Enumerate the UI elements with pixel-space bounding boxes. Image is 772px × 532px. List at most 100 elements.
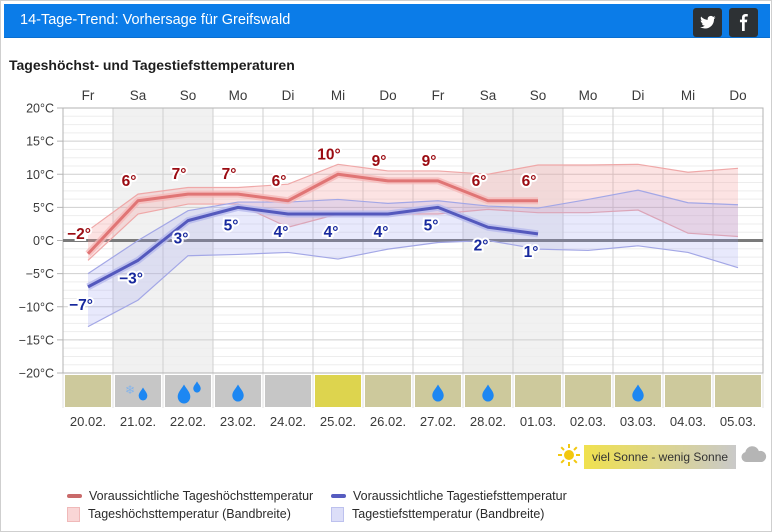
twitter-icon	[699, 14, 716, 31]
weekday-label: Fr	[82, 88, 95, 103]
min-temp-value-label: 5°	[424, 217, 439, 234]
weekday-label: So	[530, 88, 547, 103]
date-label: 23.02.	[220, 414, 256, 429]
weekday-label: Mi	[331, 88, 345, 103]
y-tick-label: 20°C	[26, 102, 54, 116]
weekday-label: Do	[379, 88, 396, 103]
min-temp-value-label: −7°	[69, 297, 93, 314]
sun-amount-cell	[515, 375, 561, 407]
max-temp-value-label: 6°	[272, 173, 287, 190]
sun-icon	[557, 443, 581, 472]
min-temp-band-upper-edge	[87, 189, 739, 275]
max-temp-value-label: 9°	[422, 153, 437, 170]
temperature-chart: 20°C 15°C 10°C 5°C 0°C −5°C −10°C −15°C −20°C −2°…	[19, 88, 764, 429]
snowflake-icon: ❄	[125, 383, 135, 397]
date-label: 22.02.	[170, 414, 206, 429]
min-temp-band	[88, 190, 738, 327]
page-title: 14-Tage-Trend: Vorhersage für Greifswald	[20, 12, 291, 28]
y-tick-label: 15°C	[26, 135, 54, 149]
chart-title: Tageshöchst- und Tagestiefsttemperaturen	[9, 57, 295, 73]
sun-amount-cell	[115, 375, 161, 407]
legend-item-max-band: Tageshöchsttemperatur (Bandbreite)	[67, 506, 331, 522]
rain-drop-icon	[232, 384, 244, 402]
max-temp-value-label: −2°	[67, 226, 91, 243]
y-tick-label: −10°C	[19, 300, 54, 314]
sun-scale-legend: viel Sonne - wenig Sonne	[557, 442, 767, 472]
date-label: 01.03.	[520, 414, 556, 429]
weekday-label: Mi	[681, 88, 695, 103]
rain-drop-icon	[632, 384, 644, 402]
weekday-label: Sa	[130, 88, 147, 103]
legend-label: Tagestiefsttemperatur (Bandbreite)	[352, 507, 545, 521]
sun-amount-cell	[365, 375, 411, 407]
min-temp-line	[87, 205, 539, 289]
date-label: 03.03.	[620, 414, 656, 429]
y-tick-label: 10°C	[26, 168, 54, 182]
weekday-label: Di	[282, 88, 295, 103]
date-label: 25.02.	[320, 414, 356, 429]
max-temp-value-label: 7°	[172, 166, 187, 183]
weekday-label: Fr	[432, 88, 445, 103]
date-label: 27.02.	[420, 414, 456, 429]
rain-drop-icon	[138, 387, 148, 401]
max-temp-band-upper-edge	[87, 163, 739, 232]
max-temp-value-label: 10°	[317, 146, 340, 163]
sun-amount-cell	[715, 375, 761, 407]
legend-item-min-band: Tagestiefsttemperatur (Bandbreite)	[331, 506, 545, 522]
weekday-label: Sa	[480, 88, 497, 103]
min-temp-value-label: 5°	[224, 217, 239, 234]
legend-item-min-temp: Voraussichtliche Tagestiefsttemperatur	[331, 489, 567, 503]
rain-drop-icon	[193, 381, 201, 393]
min-temp-value-label: 4°	[274, 224, 289, 241]
legend-label: Tageshöchsttemperatur (Bandbreite)	[88, 507, 291, 521]
date-label: 02.03.	[570, 414, 606, 429]
weekday-label: Mo	[229, 88, 248, 103]
weekday-label: So	[180, 88, 197, 103]
y-tick-label: −15°C	[19, 333, 54, 347]
y-tick-label: −5°C	[26, 267, 54, 281]
sun-amount-cell	[565, 375, 611, 407]
max-temp-value-label: 9°	[372, 153, 387, 170]
y-tick-label: 0°C	[33, 234, 54, 248]
max-temp-value-label: 6°	[122, 173, 137, 190]
max-temp-value-label: 7°	[222, 166, 237, 183]
min-temp-value-label: 3°	[174, 231, 189, 248]
weekday-label: Mo	[579, 88, 598, 103]
twitter-share-button[interactable]	[693, 8, 722, 37]
max-temp-value-label: 6°	[472, 173, 487, 190]
sun-amount-cell	[665, 375, 711, 407]
date-label: 26.02.	[370, 414, 406, 429]
sun-amount-cell	[265, 375, 311, 407]
min-temp-line-swatch	[331, 494, 346, 498]
date-label: 28.02.	[470, 414, 506, 429]
sun-amount-cell	[65, 375, 111, 407]
legend-label: Voraussichtliche Tagestiefsttemperatur	[353, 489, 567, 503]
y-tick-label: −20°C	[19, 367, 54, 381]
min-temp-value-label: 4°	[374, 224, 389, 241]
chart-legend: Voraussichtliche Tageshöchsttemperatur V…	[67, 487, 727, 523]
rain-drop-icon	[482, 384, 494, 402]
sun-scale-bar: viel Sonne - wenig Sonne	[584, 445, 736, 469]
min-temp-band-lower-edge	[87, 239, 739, 328]
weekday-label: Do	[729, 88, 746, 103]
max-temp-value-label: 6°	[522, 173, 537, 190]
min-temp-value-label: −3°	[119, 270, 143, 287]
max-temp-line-swatch	[67, 494, 82, 498]
date-label: 04.03.	[670, 414, 706, 429]
cloud-icon	[739, 444, 767, 471]
min-temp-value-label: 2°	[474, 237, 489, 254]
legend-item-max-temp: Voraussichtliche Tageshöchsttemperatur	[67, 489, 331, 503]
facebook-icon	[735, 14, 752, 31]
rain-drop-icon	[177, 384, 191, 404]
facebook-share-button[interactable]	[729, 8, 758, 37]
header-bar: 14-Tage-Trend: Vorhersage für Greifswald	[4, 4, 770, 38]
max-temp-band-swatch	[67, 506, 80, 522]
sun-amount-cell	[315, 375, 361, 407]
legend-label: Voraussichtliche Tageshöchsttemperatur	[89, 489, 314, 503]
min-temp-band-swatch	[331, 506, 344, 522]
rain-drop-icon	[432, 384, 444, 402]
y-tick-label: 5°C	[33, 201, 54, 215]
date-label: 21.02.	[120, 414, 156, 429]
min-temp-value-label: 4°	[324, 224, 339, 241]
